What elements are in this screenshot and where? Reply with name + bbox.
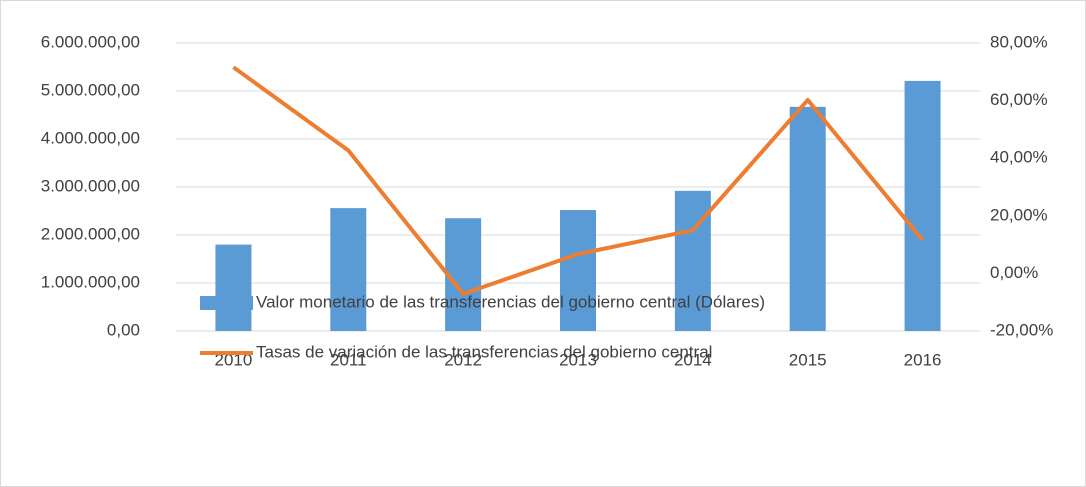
y2-tick-label: 60,00% <box>990 90 1048 109</box>
x-tick-label: 2012 <box>444 350 482 369</box>
bar <box>789 106 826 331</box>
bar <box>215 244 252 331</box>
y-tick-label: 6.000.000,00 <box>41 32 140 51</box>
y-tick-label: 3.000.000,00 <box>41 176 140 195</box>
bar <box>330 208 367 331</box>
legend-label: Tasas de variación de las transferencias… <box>256 342 712 361</box>
y-tick-label: 2.000.000,00 <box>41 224 140 243</box>
legend-swatch <box>200 296 253 310</box>
y2-tick-label: 80,00% <box>990 32 1048 51</box>
x-tick-label: 2016 <box>904 350 942 369</box>
line <box>232 65 925 296</box>
legend-label: Valor monetario de las transferencias de… <box>256 292 765 311</box>
y-tick-label: 1.000.000,00 <box>41 272 140 291</box>
bar <box>904 80 941 331</box>
bar <box>560 210 596 331</box>
y2-tick-label: 40,00% <box>990 148 1048 167</box>
x-tick-label: 2015 <box>789 350 827 369</box>
y-tick-label: 5.000.000,00 <box>41 80 140 99</box>
bar <box>445 218 482 331</box>
x-tick-label: 2013 <box>559 350 597 369</box>
y-tick-label: 0,00 <box>107 320 140 339</box>
y2-tick-label: 0,00% <box>990 263 1038 282</box>
x-tick-label: 2011 <box>330 350 367 369</box>
y-tick-label: 4.000.000,00 <box>41 128 140 147</box>
x-tick-label: 2010 <box>215 350 253 369</box>
y2-tick-label: 20,00% <box>990 205 1048 224</box>
y2-tick-label: -20,00% <box>990 320 1053 339</box>
x-tick-label: 2014 <box>674 350 712 369</box>
